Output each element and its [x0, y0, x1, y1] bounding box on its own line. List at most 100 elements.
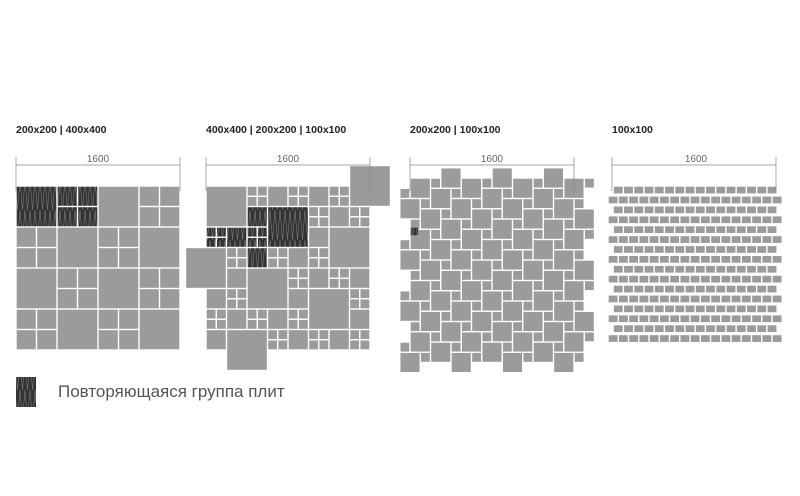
tile-100 — [257, 309, 267, 319]
tile-100 — [695, 246, 705, 253]
tile-100 — [654, 305, 664, 313]
tile-200 — [16, 309, 36, 329]
tile-200 — [472, 311, 492, 332]
tile-100 — [649, 295, 659, 303]
tile-100 — [700, 275, 710, 283]
tile-200 — [523, 260, 543, 280]
tile-100 — [227, 258, 237, 268]
tile-100 — [767, 265, 777, 273]
tile-100 — [634, 285, 644, 293]
tile-100 — [624, 325, 633, 333]
tile-200 — [329, 330, 349, 350]
tile-100 — [680, 335, 690, 342]
tile-200 — [37, 248, 57, 268]
tile-100 — [639, 295, 649, 303]
tile-200 — [37, 309, 57, 329]
tile-100 — [350, 299, 360, 309]
tile-100 — [618, 295, 628, 303]
tile-200 — [513, 281, 533, 301]
tile-100 — [268, 248, 278, 258]
tile-100 — [644, 206, 654, 214]
tile-100 — [360, 289, 370, 299]
tile-200 — [554, 250, 574, 270]
tile-200 — [227, 227, 247, 247]
tile-100 — [206, 319, 216, 329]
tile-100 — [659, 335, 669, 342]
tile-200 — [441, 168, 461, 188]
tile-100 — [736, 305, 746, 313]
tile-100 — [665, 265, 674, 273]
tile-100 — [721, 335, 731, 342]
tile-200 — [410, 178, 430, 198]
tile-100 — [649, 196, 659, 204]
tile-100 — [762, 315, 772, 323]
tile-100 — [639, 275, 649, 283]
tile-100 — [329, 278, 339, 288]
panel-3-title: 200x200 | 100x100 — [410, 124, 501, 136]
tile-100 — [711, 256, 721, 263]
tile-100 — [523, 301, 533, 311]
tile-100 — [752, 315, 762, 323]
tile-200 — [350, 309, 370, 329]
tile-100 — [216, 237, 226, 247]
tile-100 — [543, 260, 553, 270]
tile-400 — [247, 268, 288, 309]
tile-100 — [670, 216, 680, 224]
tile-100 — [618, 236, 628, 243]
tile-400 — [139, 309, 180, 350]
tile-100 — [752, 236, 762, 243]
tile-100 — [618, 216, 628, 224]
tile-100 — [762, 275, 772, 283]
tile-100 — [757, 285, 767, 293]
tile-200 — [492, 168, 512, 188]
tile-100 — [690, 196, 700, 204]
tile-200 — [119, 330, 139, 350]
tile-200 — [420, 209, 441, 229]
tile-100 — [624, 246, 633, 253]
tile-400 — [309, 289, 349, 329]
tile-100 — [441, 260, 451, 270]
tile-200 — [533, 291, 553, 311]
tile-100 — [441, 311, 451, 321]
tile-100 — [618, 256, 628, 263]
tile-100 — [206, 237, 216, 247]
tile-100 — [757, 305, 767, 313]
tile-200 — [329, 207, 349, 227]
tile-100 — [670, 315, 680, 323]
tile-100 — [247, 227, 257, 237]
tile-100 — [639, 335, 649, 342]
tile-100 — [690, 275, 700, 283]
tile-100 — [649, 275, 659, 283]
tile-100 — [741, 256, 751, 263]
tile-100 — [716, 206, 726, 214]
tile-100 — [339, 186, 349, 196]
tile-100 — [767, 246, 777, 253]
tile-100 — [624, 206, 633, 214]
tile-100 — [649, 335, 659, 342]
tile-200 — [78, 207, 98, 227]
tile-100 — [629, 275, 639, 283]
tile-100 — [543, 311, 553, 321]
tile-100 — [608, 315, 618, 323]
tile-100 — [278, 330, 288, 340]
tile-100 — [654, 285, 664, 293]
tile-100 — [350, 340, 360, 350]
tile-400 — [16, 186, 57, 227]
tile-200 — [410, 332, 430, 352]
tile-400 — [186, 248, 226, 288]
tile-100 — [726, 325, 736, 333]
tile-100 — [752, 295, 762, 303]
tile-200 — [574, 311, 594, 332]
tile-100 — [736, 226, 746, 234]
tile-100 — [665, 325, 674, 333]
tile-100 — [329, 186, 339, 196]
tile-200 — [513, 332, 533, 352]
tile-100 — [554, 240, 564, 250]
tile-100 — [237, 258, 247, 268]
tile-100 — [644, 325, 654, 333]
tile-100 — [726, 246, 736, 253]
tile-100 — [268, 258, 278, 268]
tile-100 — [695, 305, 705, 313]
tile-100 — [502, 188, 512, 198]
tile-200 — [309, 227, 329, 247]
